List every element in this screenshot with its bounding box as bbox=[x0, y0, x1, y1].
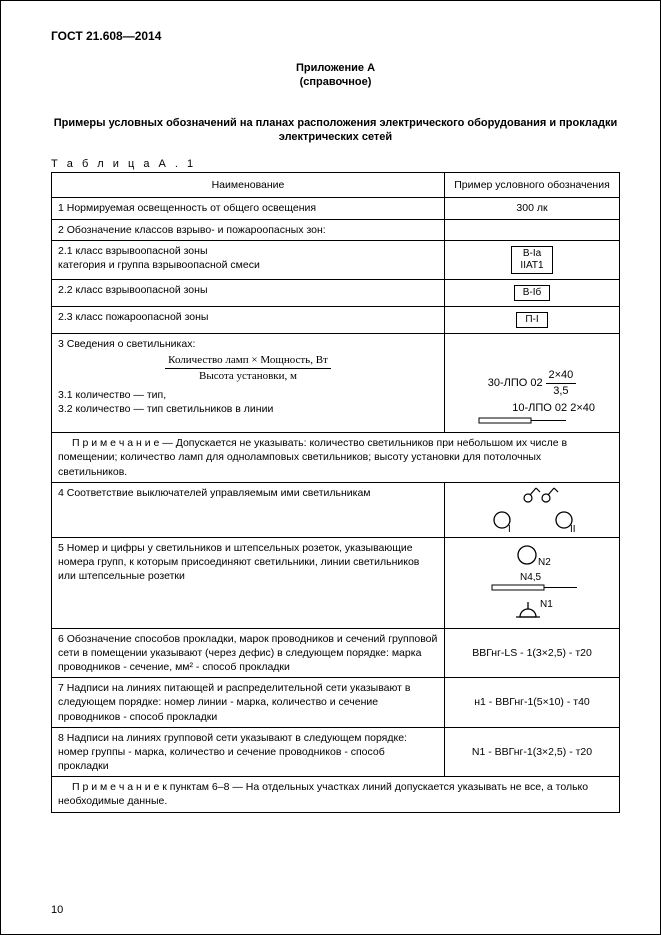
row-name-line2: категория и группа взрывоопасной смеси bbox=[58, 259, 260, 271]
table-row: 2.1 класс взрывоопасной зоны категория и… bbox=[52, 240, 620, 279]
class-box: B-Iб bbox=[514, 285, 551, 301]
box-line1: B-Iа bbox=[523, 248, 541, 259]
table-row: 3 Сведения о светильниках: Количество ла… bbox=[52, 333, 620, 433]
row3-header: 3 Сведения о светильниках: bbox=[58, 338, 195, 350]
row-symbol: н1 - ВВГнг-1(5×10) - т40 bbox=[445, 678, 620, 728]
frac-top: 2×40 bbox=[546, 368, 577, 384]
row-symbol: 300 лк bbox=[445, 198, 620, 219]
table-header-row: Наименование Пример условного обозначени… bbox=[52, 173, 620, 198]
gost-code: ГОСТ 21.608—2014 bbox=[51, 29, 620, 43]
sym-prefix: 30-ЛПО 02 bbox=[488, 377, 543, 389]
row-name: 8 Надписи на линиях групповой сети указы… bbox=[52, 727, 445, 777]
header-symbol: Пример условного обозначения bbox=[445, 173, 620, 198]
table-row: 8 Надписи на линиях групповой сети указы… bbox=[52, 727, 620, 777]
table-row: 5 Номер и цифры у светильников и штепсел… bbox=[52, 537, 620, 628]
row-symbol: B-Iа IIAT1 bbox=[445, 240, 620, 279]
table-row: 6 Обозначение способов прокладки, марок … bbox=[52, 628, 620, 678]
row-name: 3 Сведения о светильниках: Количество ла… bbox=[52, 333, 445, 433]
row-symbol: ВВГнг-LS - 1(3×2,5) - т20 bbox=[445, 628, 620, 678]
note-b-text: П р и м е ч а н и е к пунктам 6–8 — На о… bbox=[58, 780, 613, 808]
line-n45-icon: N4,5 bbox=[472, 571, 592, 597]
row3-2-name: 3.2 количество — тип светильников в лини… bbox=[58, 403, 273, 415]
row-symbol: I II bbox=[445, 482, 620, 537]
socket-label: N1 bbox=[540, 599, 553, 610]
class-box: B-Iа IIAT1 bbox=[511, 246, 552, 274]
appendix-line2: (справочное) bbox=[300, 76, 372, 88]
luminaire-symbol-3-1: 30-ЛПО 02 2×40 3,5 bbox=[451, 368, 613, 399]
line-symbol-icon bbox=[478, 416, 568, 426]
note-b: П р и м е ч а н и е к пунктам 6–8 — На о… bbox=[52, 777, 620, 812]
table-row: 2.3 класс пожароопасной зоны П-I bbox=[52, 306, 620, 333]
page-number: 10 bbox=[51, 904, 63, 916]
note-row: П р и м е ч а н и е к пунктам 6–8 — На о… bbox=[52, 777, 620, 812]
row-name: 1 Нормируемая освещенность от общего осв… bbox=[52, 198, 445, 219]
row-symbol bbox=[445, 219, 620, 240]
row-name: 4 Соответствие выключателей управляемым … bbox=[52, 482, 445, 537]
page: ГОСТ 21.608—2014 Приложение А (справочно… bbox=[0, 0, 661, 935]
circle-label: N2 bbox=[538, 557, 551, 568]
table-row: 2.2 класс взрывоопасной зоны B-Iб bbox=[52, 279, 620, 306]
header-name: Наименование bbox=[52, 173, 445, 198]
class-box: П-I bbox=[516, 312, 547, 328]
table-row: 4 Соответствие выключателей управляемым … bbox=[52, 482, 620, 537]
row-symbol: 30-ЛПО 02 2×40 3,5 10-ЛПО 02 2×40 bbox=[445, 333, 620, 433]
row-name: 2 Обозначение классов взрыво- и пожарооп… bbox=[52, 219, 445, 240]
frac-bot: 3,5 bbox=[546, 384, 577, 399]
row-name: 7 Надписи на линиях питающей и распредел… bbox=[52, 678, 445, 728]
socket-n1-icon: N1 bbox=[472, 597, 592, 625]
appendix-line1: Приложение А bbox=[296, 62, 375, 74]
line-label: N4,5 bbox=[520, 572, 542, 583]
appendix-header: Приложение А (справочное) bbox=[51, 61, 620, 90]
row-symbol: П-I bbox=[445, 306, 620, 333]
main-table: Наименование Пример условного обозначени… bbox=[51, 172, 620, 812]
switch-correspondence-icon: I II bbox=[472, 486, 592, 534]
row-name: 2.1 класс взрывоопасной зоны категория и… bbox=[52, 240, 445, 279]
row3-1-name: 3.1 количество — тип, bbox=[58, 389, 166, 401]
note-row: П р и м е ч а н и е — Допускается не ука… bbox=[52, 433, 620, 483]
table-row: 1 Нормируемая освещенность от общего осв… bbox=[52, 198, 620, 219]
label-II: II bbox=[570, 524, 576, 534]
note-a-text: П р и м е ч а н и е — Допускается не ука… bbox=[58, 436, 613, 479]
row-name: 5 Номер и цифры у светильников и штепсел… bbox=[52, 537, 445, 628]
luminaire-symbol-3-2: 10-ЛПО 02 2×40 bbox=[451, 401, 613, 426]
section-title: Примеры условных обозначений на планах р… bbox=[51, 116, 620, 145]
sym-text: 10-ЛПО 02 2×40 bbox=[512, 402, 595, 414]
formula-top: Количество ламп × Мощность, Вт bbox=[165, 353, 331, 369]
row-symbol: B-Iб bbox=[445, 279, 620, 306]
row-symbol: N1 - ВВГнг-1(3×2,5) - т20 bbox=[445, 727, 620, 777]
table-row: 7 Надписи на линиях питающей и распредел… bbox=[52, 678, 620, 728]
box-line2: IIAT1 bbox=[520, 260, 543, 271]
row-name-line1: 2.1 класс взрывоопасной зоны bbox=[58, 245, 208, 257]
row-name: 2.3 класс пожароопасной зоны bbox=[52, 306, 445, 333]
note-a: П р и м е ч а н и е — Допускается не ука… bbox=[52, 433, 620, 483]
row-name: 2.2 класс взрывоопасной зоны bbox=[52, 279, 445, 306]
formula: Количество ламп × Мощность, Вт Высота ус… bbox=[58, 353, 438, 384]
row-symbol: N2 N4,5 N1 bbox=[445, 537, 620, 628]
table-label: Т а б л и ц а А . 1 bbox=[51, 158, 620, 170]
table-row: 2 Обозначение классов взрыво- и пожарооп… bbox=[52, 219, 620, 240]
formula-bottom: Высота установки, м bbox=[165, 369, 331, 384]
label-I: I bbox=[508, 524, 511, 534]
circle-n2-icon: N2 bbox=[472, 541, 592, 571]
row-name: 6 Обозначение способов прокладки, марок … bbox=[52, 628, 445, 678]
